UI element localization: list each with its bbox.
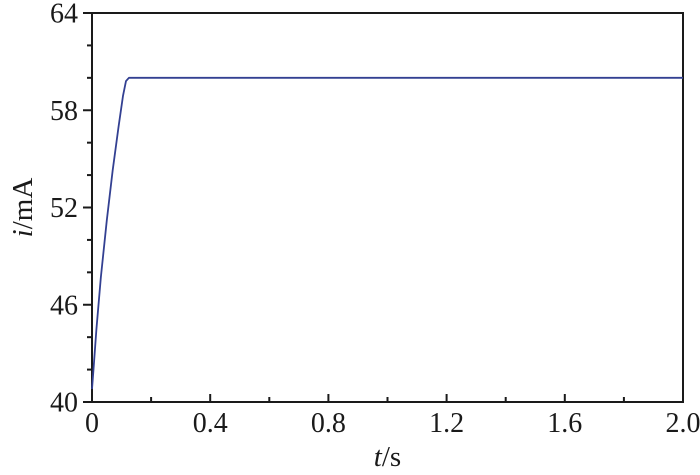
plot-frame [91, 12, 684, 403]
x-tick-label: 0.8 [311, 408, 346, 439]
x-tick-label: 0 [85, 408, 99, 439]
y-axis-label: i/mA [7, 178, 39, 238]
x-tick-label: 1.6 [547, 408, 582, 439]
x-tick-label: 1.2 [429, 408, 464, 439]
y-tick-label: 46 [50, 290, 78, 321]
x-tick-label: 0.4 [193, 408, 228, 439]
x-tick-label: 2.0 [666, 408, 700, 439]
series-line-current-response [91, 76, 683, 390]
x-axis-label: t/s [374, 441, 401, 473]
y-tick-label: 52 [50, 193, 78, 224]
y-tick-label: 58 [50, 96, 78, 127]
y-tick-label: 64 [50, 0, 78, 30]
y-tick-label: 40 [50, 388, 78, 419]
